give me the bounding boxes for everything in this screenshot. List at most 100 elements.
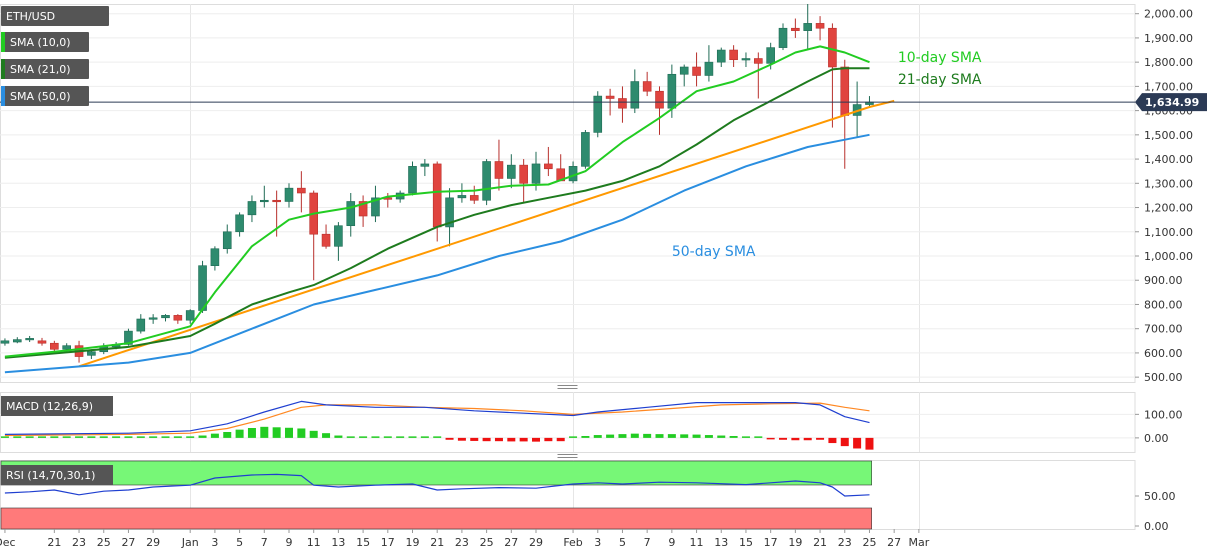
x-tick-label: Jan <box>181 536 199 549</box>
macd-histogram-bar <box>322 433 331 438</box>
macd-histogram-bar <box>346 436 355 438</box>
candle-body <box>247 201 257 216</box>
candle-body <box>222 231 232 250</box>
macd-histogram-bar <box>149 436 158 438</box>
price-tick-label: 1,100.00 <box>1144 226 1193 239</box>
legend-sma10-label: SMA (10,0) <box>10 36 71 49</box>
candle-body <box>173 315 183 321</box>
candle-body <box>235 214 244 233</box>
candle-body <box>12 339 22 343</box>
sma-21-line <box>4 67 870 359</box>
macd-histogram-bar <box>569 436 578 438</box>
macd-histogram-bar <box>87 436 96 438</box>
macd-histogram-bar <box>519 437 528 442</box>
legend-sma10-box <box>1 32 89 52</box>
price-tick-label: 900.00 <box>1144 274 1183 287</box>
price-tick-label: 1,400.00 <box>1144 153 1193 166</box>
macd-histogram-bar <box>186 436 195 438</box>
macd-histogram-bar <box>272 427 281 438</box>
macd-histogram-bar <box>13 436 22 438</box>
last-price-tag <box>1135 93 1207 112</box>
candle-body <box>531 163 541 184</box>
legend-rsi-label: RSI (14,70,30,1) <box>6 469 95 482</box>
macd-histogram-bar <box>593 435 602 438</box>
candle-body <box>408 166 417 194</box>
macd-histogram-bar <box>334 435 343 438</box>
legend-symbol-box <box>1 6 109 26</box>
macd-histogram-bar <box>112 436 121 438</box>
x-tick-label: 13 <box>331 536 345 549</box>
candle-body <box>321 233 331 247</box>
candle-body <box>185 310 195 321</box>
macd-histogram-bar <box>482 437 491 442</box>
legend-sma21-swatch <box>1 59 5 79</box>
x-tick-label: 19 <box>788 536 802 549</box>
candle-body <box>803 23 813 31</box>
rsi-overbought-zone <box>0 460 873 486</box>
candle-body <box>754 58 763 64</box>
candle-body <box>284 187 294 202</box>
candle-body <box>25 338 34 341</box>
x-tick-label: 27 <box>121 536 135 549</box>
candle-body <box>37 340 47 344</box>
macd-histogram-bar <box>223 432 232 438</box>
macd-histogram-bar <box>470 437 479 441</box>
x-tick-label: 3 <box>211 536 218 549</box>
legend-macd-label: MACD (12,26,9) <box>6 400 93 413</box>
macd-histogram-bar <box>779 437 788 440</box>
x-tick-label: 21 <box>430 536 444 549</box>
x-tick-label: 23 <box>838 536 852 549</box>
macd-histogram-bar <box>717 435 726 438</box>
x-tick-label: 9 <box>668 536 675 549</box>
pane-frame-1 <box>0 392 1136 453</box>
macd-histogram-bar <box>383 436 392 438</box>
x-tick-label: 23 <box>455 536 469 549</box>
candle-body <box>432 163 442 228</box>
macd-tick-label: 0.00 <box>1144 432 1169 445</box>
macd-histogram-bar <box>25 436 34 438</box>
candle-body <box>840 66 850 116</box>
x-tick-label: 19 <box>406 536 420 549</box>
macd-histogram-bar <box>0 436 9 438</box>
candle-body <box>136 318 146 332</box>
rsi-oversold-zone <box>0 507 873 530</box>
candle-body <box>815 23 825 29</box>
price-tick-label: 1,500.00 <box>1144 129 1193 142</box>
candle-body <box>334 225 343 247</box>
x-tick-label: 7 <box>644 536 651 549</box>
candle-body <box>161 315 170 319</box>
macd-histogram-bar <box>457 437 466 441</box>
macd-histogram-bar <box>494 437 503 442</box>
macd-histogram-bar <box>99 436 108 438</box>
macd-histogram-bar <box>606 434 615 438</box>
x-tick-label: 21 <box>813 536 827 549</box>
macd-histogram-bar <box>136 436 145 438</box>
price-tick-label: 700.00 <box>1144 323 1183 336</box>
macd-histogram-bar <box>173 436 182 438</box>
macd-line <box>4 400 870 435</box>
candle-body <box>445 197 454 228</box>
candle-body <box>791 27 800 31</box>
macd-histogram-bar <box>680 434 689 438</box>
macd-histogram-bar <box>284 427 293 438</box>
x-tick-label: 7 <box>261 536 268 549</box>
macd-histogram-bar <box>544 437 553 442</box>
x-tick-label: 25 <box>97 536 111 549</box>
macd-histogram-bar <box>803 437 812 441</box>
x-tick-label: Mar <box>908 536 929 549</box>
candle-body <box>704 61 714 76</box>
macd-histogram-bar <box>741 436 750 438</box>
macd-histogram-bar <box>37 436 46 438</box>
rsi-line <box>4 473 870 497</box>
candle-body <box>482 161 491 201</box>
candle-body <box>457 195 467 199</box>
pane-frame-2 <box>0 460 1136 530</box>
candle-body <box>741 58 751 61</box>
candle-body <box>729 49 738 61</box>
macd-histogram-bar <box>766 437 775 440</box>
candle-body <box>519 164 528 184</box>
macd-histogram-bar <box>704 435 713 438</box>
macd-histogram-bar <box>556 437 565 442</box>
price-tick-label: 1,900.00 <box>1144 32 1193 45</box>
